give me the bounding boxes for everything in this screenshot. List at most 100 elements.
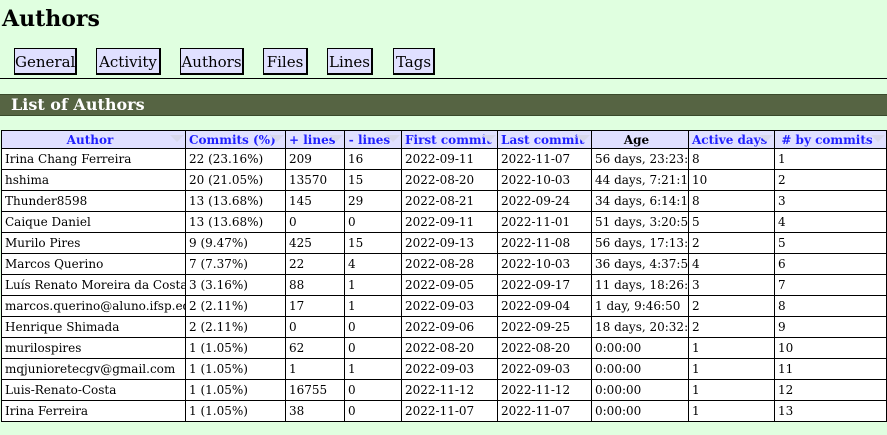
column-header-first-commit[interactable]: First commit — [401, 130, 498, 149]
table-header-row: Author Commits (%) + lines - lines First… — [1, 130, 887, 149]
author-name-cell: Irina Chang Ferreira — [1, 148, 186, 170]
rank-cell: 6 — [774, 253, 887, 275]
age-cell: 0:00:00 — [591, 337, 689, 359]
first-commit-cell: 2022-09-11 — [401, 211, 498, 233]
lines-added-cell: 209 — [285, 148, 345, 170]
commits-cell: 1 (1.05%) — [185, 358, 286, 380]
commits-cell: 1 (1.05%) — [185, 379, 286, 401]
last-commit-cell: 2022-11-12 — [497, 379, 592, 401]
nav-tab-tags[interactable]: Tags — [393, 48, 435, 75]
lines-removed-cell: 0 — [344, 337, 402, 359]
first-commit-cell: 2022-08-28 — [401, 253, 498, 275]
active-days-cell: 8 — [688, 148, 775, 170]
column-header-rank[interactable]: # by commits — [774, 130, 887, 149]
first-commit-cell: 2022-09-03 — [401, 295, 498, 317]
first-commit-cell: 2022-09-06 — [401, 316, 498, 338]
rank-cell: 4 — [774, 211, 887, 233]
table-row: Murilo Pires 9 (9.47%) 425 15 2022-09-13 2022… — [1, 232, 887, 254]
rank-cell: 8 — [774, 295, 887, 317]
column-header-lines-added[interactable]: + lines — [285, 130, 345, 149]
age-cell: 0:00:00 — [591, 400, 689, 422]
rank-cell: 1 — [774, 148, 887, 170]
column-header-age: Age — [591, 130, 689, 149]
author-name-cell: Henrique Shimada — [1, 316, 186, 338]
nav-tab-authors[interactable]: Authors — [180, 48, 244, 75]
first-commit-cell: 2022-08-21 — [401, 190, 498, 212]
sort-arrow-icon — [482, 135, 496, 142]
active-days-cell: 1 — [688, 400, 775, 422]
lines-added-cell: 17 — [285, 295, 345, 317]
last-commit-cell: 2022-08-20 — [497, 337, 592, 359]
author-name-cell: mqjunioretecgv@gmail.com — [1, 358, 186, 380]
sort-arrow-icon — [270, 135, 284, 142]
active-days-cell: 1 — [688, 358, 775, 380]
sort-arrow-icon — [170, 135, 184, 142]
column-header-author[interactable]: Author — [1, 130, 186, 149]
lines-added-cell: 88 — [285, 274, 345, 296]
lines-removed-cell: 4 — [344, 253, 402, 275]
age-cell: 0:00:00 — [591, 358, 689, 380]
authors-table-body: Irina Chang Ferreira 22 (23.16%) 209 16 2022… — [1, 148, 887, 422]
last-commit-cell: 2022-11-01 — [497, 211, 592, 233]
active-days-cell: 10 — [688, 169, 775, 191]
table-row: Irina Chang Ferreira 22 (23.16%) 209 16 2022… — [1, 148, 887, 170]
last-commit-cell: 2022-11-07 — [497, 148, 592, 170]
age-cell: 11 days, 18:26:01 — [591, 274, 689, 296]
lines-added-cell: 62 — [285, 337, 345, 359]
age-cell: 51 days, 3:20:51 — [591, 211, 689, 233]
commits-cell: 13 (13.68%) — [185, 211, 286, 233]
lines-removed-cell: 29 — [344, 190, 402, 212]
rank-cell: 5 — [774, 232, 887, 254]
commits-cell: 20 (21.05%) — [185, 169, 286, 191]
age-cell: 34 days, 6:14:15 — [591, 190, 689, 212]
last-commit-cell: 2022-09-17 — [497, 274, 592, 296]
lines-removed-cell: 1 — [344, 358, 402, 380]
column-header-commits[interactable]: Commits (%) — [185, 130, 286, 149]
author-name-cell: marcos.querino@aluno.ifsp.edu.br — [1, 295, 186, 317]
commits-cell: 2 (2.11%) — [185, 295, 286, 317]
age-cell: 1 day, 9:46:50 — [591, 295, 689, 317]
lines-added-cell: 22 — [285, 253, 345, 275]
nav-tab-general[interactable]: General — [14, 48, 77, 75]
column-header-last-commit[interactable]: Last commit — [497, 130, 592, 149]
active-days-cell: 5 — [688, 211, 775, 233]
rank-cell: 13 — [774, 400, 887, 422]
table-row: Irina Ferreira 1 (1.05%) 38 0 2022-11-07 2022… — [1, 400, 887, 422]
rank-cell: 3 — [774, 190, 887, 212]
commits-cell: 1 (1.05%) — [185, 400, 286, 422]
table-row: Marcos Querino 7 (7.37%) 22 4 2022-08-28 2022… — [1, 253, 887, 275]
age-cell: 56 days, 17:13:31 — [591, 232, 689, 254]
lines-added-cell: 38 — [285, 400, 345, 422]
column-header-active-days[interactable]: Active days — [688, 130, 775, 149]
table-row: murilospires 1 (1.05%) 62 0 2022-08-20 2022-0… — [1, 337, 887, 359]
rank-cell: 11 — [774, 358, 887, 380]
lines-removed-cell: 16 — [344, 148, 402, 170]
nav-tab-lines[interactable]: Lines — [327, 48, 373, 75]
last-commit-cell: 2022-09-24 — [497, 190, 592, 212]
author-name-cell: Murilo Pires — [1, 232, 186, 254]
rank-cell: 12 — [774, 379, 887, 401]
active-days-cell: 1 — [688, 337, 775, 359]
last-commit-cell: 2022-09-03 — [497, 358, 592, 380]
age-cell: 0:00:00 — [591, 379, 689, 401]
commits-cell: 3 (3.16%) — [185, 274, 286, 296]
table-row: Thunder8598 13 (13.68%) 145 29 2022-08-21 202… — [1, 190, 887, 212]
first-commit-cell: 2022-11-07 — [401, 400, 498, 422]
age-cell: 36 days, 4:37:59 — [591, 253, 689, 275]
sort-arrow-icon — [386, 135, 400, 142]
lines-added-cell: 16755 — [285, 379, 345, 401]
commits-cell: 7 (7.37%) — [185, 253, 286, 275]
table-row: mqjunioretecgv@gmail.com 1 (1.05%) 1 1 2022-… — [1, 358, 887, 380]
column-header-lines-removed[interactable]: - lines — [344, 130, 402, 149]
last-commit-cell: 2022-11-07 — [497, 400, 592, 422]
first-commit-cell: 2022-09-13 — [401, 232, 498, 254]
lines-removed-cell: 0 — [344, 379, 402, 401]
table-row: marcos.querino@aluno.ifsp.edu.br2 (2.11%… — [1, 295, 887, 317]
section-title: List of Authors — [11, 95, 145, 114]
author-name-cell: murilospires — [1, 337, 186, 359]
author-name-cell: Luís Renato Moreira da Costa — [1, 274, 186, 296]
nav-tab-activity[interactable]: Activity — [96, 48, 161, 75]
nav-tab-files[interactable]: Files — [263, 48, 308, 75]
lines-removed-cell: 0 — [344, 211, 402, 233]
